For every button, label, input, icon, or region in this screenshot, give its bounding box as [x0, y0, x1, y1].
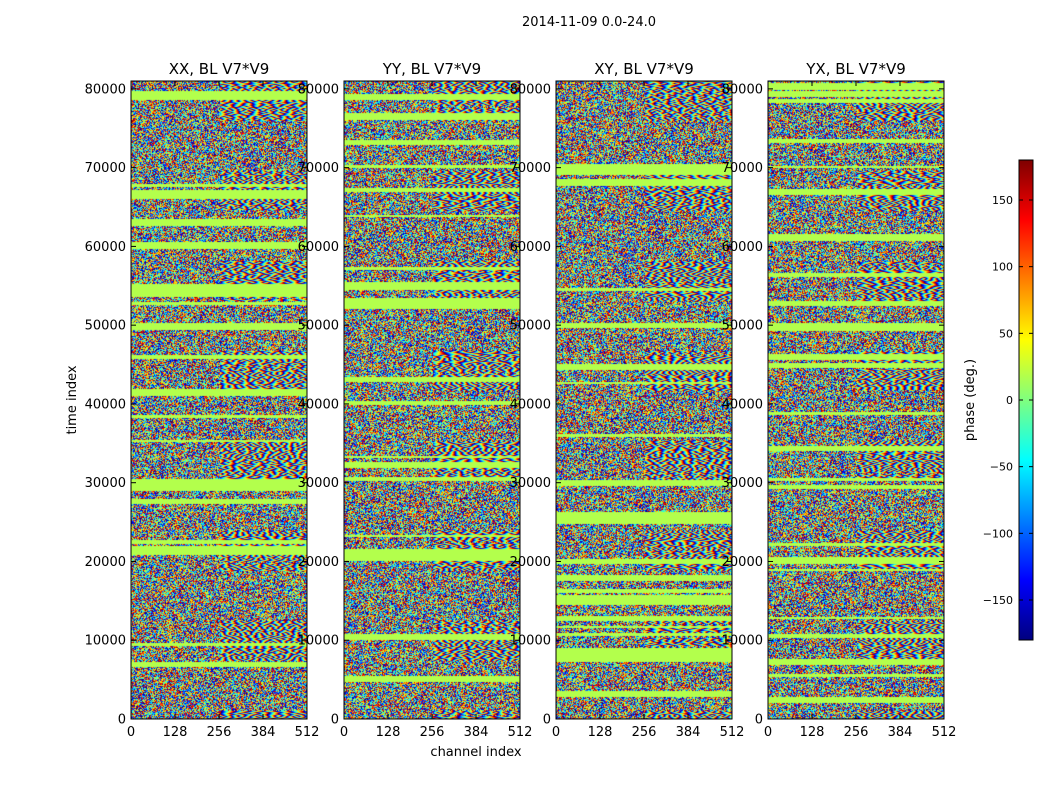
x-tick-label: 0 [552, 725, 560, 740]
x-tick-label: 384 [251, 725, 276, 740]
y-tick-label: 0 [118, 713, 126, 728]
y-tick-label: 30000 [298, 476, 339, 491]
heatmap-image [556, 81, 732, 719]
colorbar-label: phase (deg.) [963, 359, 978, 441]
panel-xy: XY, BL V7*V9 0 128 256 384 512 0 10000 20000 3000… [510, 60, 745, 740]
y-tick-label: 20000 [85, 555, 126, 570]
colorbar-tick-label: 0 [1006, 394, 1013, 407]
y-tick-label: 70000 [510, 161, 551, 176]
x-tick-label: 512 [295, 725, 320, 740]
x-tick-label: 384 [464, 725, 489, 740]
y-tick-label: 80000 [85, 82, 126, 97]
y-tick-label: 30000 [722, 476, 763, 491]
x-tick-label: 512 [508, 725, 533, 740]
panels: XX, BL V7*V9 0 128 256 384 512 0 10000 20000 3000… [85, 60, 957, 740]
y-tick-label: 70000 [722, 161, 763, 176]
x-tick-label: 384 [676, 725, 701, 740]
panel-yx: YX, BL V7*V9 0 128 256 384 512 0 10000 20000 3000… [722, 60, 957, 740]
x-tick-label: 256 [420, 725, 445, 740]
y-tick-label: 10000 [298, 634, 339, 649]
x-tick-label: 256 [207, 725, 232, 740]
figure-suptitle: 2014-11-09 0.0-24.0 [522, 15, 656, 30]
panel-title: YX, BL V7*V9 [805, 60, 906, 78]
y-tick-label: 30000 [85, 476, 126, 491]
y-tick-label: 40000 [85, 397, 126, 412]
y-tick-label: 10000 [510, 634, 551, 649]
y-tick-label: 80000 [722, 82, 763, 97]
y-tick-label: 40000 [722, 397, 763, 412]
x-axis-label: channel index [430, 745, 521, 760]
y-tick-label: 70000 [298, 161, 339, 176]
y-tick-label: 50000 [722, 319, 763, 334]
heatmap-image [768, 81, 944, 719]
x-tick-label: 512 [720, 725, 745, 740]
y-tick-label: 60000 [298, 240, 339, 255]
x-tick-label: 384 [888, 725, 913, 740]
x-tick-label: 0 [764, 725, 772, 740]
colorbar-tick-label: −150 [983, 594, 1013, 607]
y-tick-label: 40000 [298, 397, 339, 412]
heatmap-image [344, 81, 520, 719]
y-tick-label: 20000 [510, 555, 551, 570]
y-tick-label: 10000 [85, 634, 126, 649]
x-tick-label: 128 [376, 725, 401, 740]
colorbar-tick-label: −50 [990, 461, 1013, 474]
x-tick-label: 0 [340, 725, 348, 740]
y-tick-label: 60000 [722, 240, 763, 255]
panel-title: XY, BL V7*V9 [594, 60, 694, 78]
colorbar: −150 −100 −50 0 50 100 150 [983, 159, 1034, 641]
y-tick-label: 30000 [510, 476, 551, 491]
y-tick-label: 0 [331, 713, 339, 728]
y-tick-label: 60000 [85, 240, 126, 255]
y-tick-label: 60000 [510, 240, 551, 255]
y-tick-label: 0 [755, 713, 763, 728]
y-tick-label: 0 [543, 713, 551, 728]
y-tick-label: 80000 [510, 82, 551, 97]
x-tick-label: 128 [588, 725, 613, 740]
x-tick-label: 128 [163, 725, 188, 740]
y-tick-label: 20000 [298, 555, 339, 570]
y-axis-label: time index [65, 365, 80, 434]
colorbar-tick-label: 150 [992, 194, 1013, 207]
y-tick-label: 80000 [298, 82, 339, 97]
x-tick-label: 256 [844, 725, 869, 740]
panel-title: XX, BL V7*V9 [169, 60, 270, 78]
heatmap-image [131, 81, 307, 719]
x-tick-label: 512 [932, 725, 957, 740]
x-tick-label: 256 [632, 725, 657, 740]
y-tick-label: 20000 [722, 555, 763, 570]
colorbar-tick-label: 50 [999, 327, 1013, 340]
colorbar-tick-label: −100 [983, 527, 1013, 540]
panel-title: YY, BL V7*V9 [382, 60, 481, 78]
y-tick-label: 50000 [85, 319, 126, 334]
y-tick-label: 50000 [298, 319, 339, 334]
y-tick-label: 10000 [722, 634, 763, 649]
panel-yy: YY, BL V7*V9 0 128 256 384 512 0 10000 20000 3000… [298, 60, 533, 740]
colorbar-tick-label: 100 [992, 261, 1013, 274]
y-tick-label: 70000 [85, 161, 126, 176]
x-tick-label: 0 [127, 725, 135, 740]
x-tick-label: 128 [800, 725, 825, 740]
y-tick-label: 50000 [510, 319, 551, 334]
panel-xx: XX, BL V7*V9 0 128 256 384 512 0 10000 20000 3000… [85, 60, 320, 740]
y-tick-label: 40000 [510, 397, 551, 412]
